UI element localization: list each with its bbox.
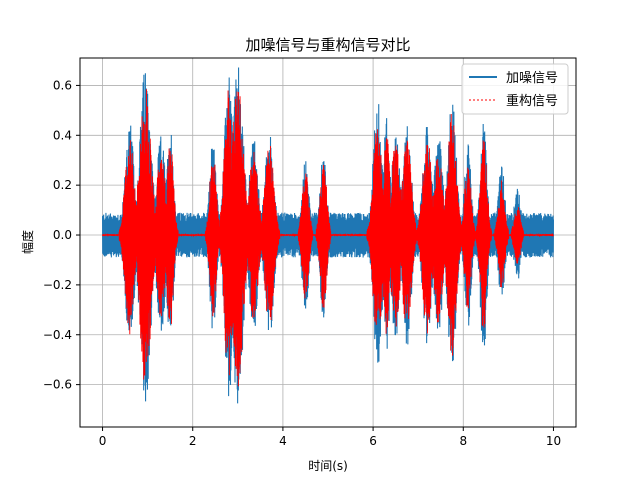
y-axis-label: 幅度 bbox=[20, 230, 35, 254]
x-tick-label-3: 6 bbox=[369, 434, 377, 448]
legend-label-clean: 重构信号 bbox=[506, 93, 558, 109]
y-tick-label-5: 0.4 bbox=[53, 128, 72, 142]
y-tick-label-0: −0.6 bbox=[43, 378, 72, 392]
x-tick-label-1: 2 bbox=[189, 434, 197, 448]
chart-title: 加噪信号与重构信号对比 bbox=[245, 36, 410, 54]
series-line-noisy bbox=[102, 67, 555, 404]
plot-area: 0 2 4 6 8 10 −0.6 −0.4 −0.2 0.0 0.2 0.4 0.6 bbox=[43, 57, 577, 448]
x-axis-label: 时间(s) bbox=[308, 459, 348, 473]
y-tick-label-2: −0.2 bbox=[43, 278, 72, 292]
y-tick-label-4: 0.2 bbox=[53, 178, 72, 192]
x-tick-label-2: 4 bbox=[279, 434, 287, 448]
series-line-clean bbox=[102, 89, 554, 387]
y-tick-label-1: −0.4 bbox=[43, 328, 72, 342]
axes-frame bbox=[79, 57, 577, 428]
x-tick-label-0: 0 bbox=[99, 434, 107, 448]
legend: 加噪信号 重构信号 bbox=[461, 63, 569, 115]
y-tick-label-3: 0.0 bbox=[53, 228, 72, 242]
x-tick-label-4: 8 bbox=[459, 434, 467, 448]
x-tick-label-5: 10 bbox=[546, 434, 561, 448]
y-tick-label-6: 0.6 bbox=[53, 78, 72, 92]
legend-label-noisy: 加噪信号 bbox=[506, 71, 558, 86]
